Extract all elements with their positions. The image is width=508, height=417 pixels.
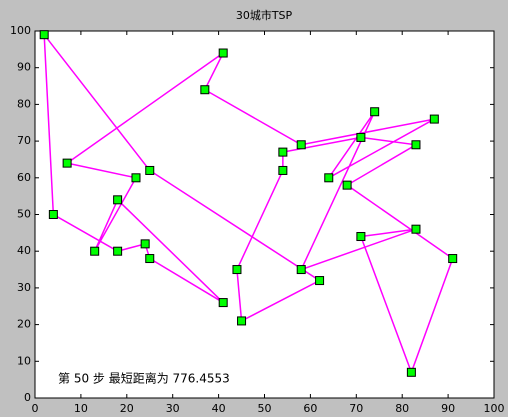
y-tick-label: 50 [17,208,31,221]
city-marker [296,140,306,150]
city-marker [324,173,334,183]
city-marker [370,107,380,117]
city-marker [237,316,247,326]
city-marker [218,298,228,308]
city-marker [131,173,141,183]
city-marker [411,140,421,150]
y-tick-label: 30 [17,281,31,294]
plot-area [34,30,495,399]
y-tick-label: 80 [17,97,31,110]
city-marker [356,132,366,142]
city-marker [113,195,123,205]
city-marker [356,232,366,242]
x-tick-label: 0 [32,402,39,415]
y-tick-label: 0 [24,391,31,404]
x-tick-label: 50 [258,402,272,415]
city-marker [232,265,242,275]
city-marker [48,210,58,219]
city-marker [218,48,228,58]
y-tick-label: 60 [17,171,31,184]
y-tick-label: 40 [17,244,31,257]
city-marker [62,158,72,168]
city-marker [140,239,150,249]
city-marker [278,147,288,157]
x-tick-label: 60 [303,402,317,415]
city-marker [429,114,439,124]
city-marker [39,30,49,40]
y-tick-label: 90 [17,61,31,74]
city-marker [406,367,416,377]
x-tick-label: 90 [441,402,455,415]
city-marker [200,85,210,95]
annotation: 第 50 步 最短距离为 776.4553 [58,371,230,386]
y-tick-label: 100 [10,24,31,37]
city-marker [90,246,100,256]
city-marker [113,246,123,256]
city-marker [448,254,458,264]
chart-title: 30城市TSP [236,8,293,22]
city-marker [278,165,288,175]
city-marker [145,254,155,264]
y-tick-label: 10 [17,354,31,367]
x-tick-label: 80 [395,402,409,415]
x-tick-label: 30 [166,402,180,415]
city-marker [296,265,306,275]
y-tick-label: 20 [17,318,31,331]
x-tick-label: 10 [74,402,88,415]
city-marker [315,276,325,286]
x-tick-label: 70 [349,402,363,415]
x-tick-label: 40 [212,402,226,415]
x-tick-label: 20 [120,402,134,415]
y-tick-label: 70 [17,134,31,147]
city-marker [145,165,155,175]
city-marker [342,180,352,190]
x-tick-label: 100 [484,402,505,415]
city-marker [411,224,421,234]
